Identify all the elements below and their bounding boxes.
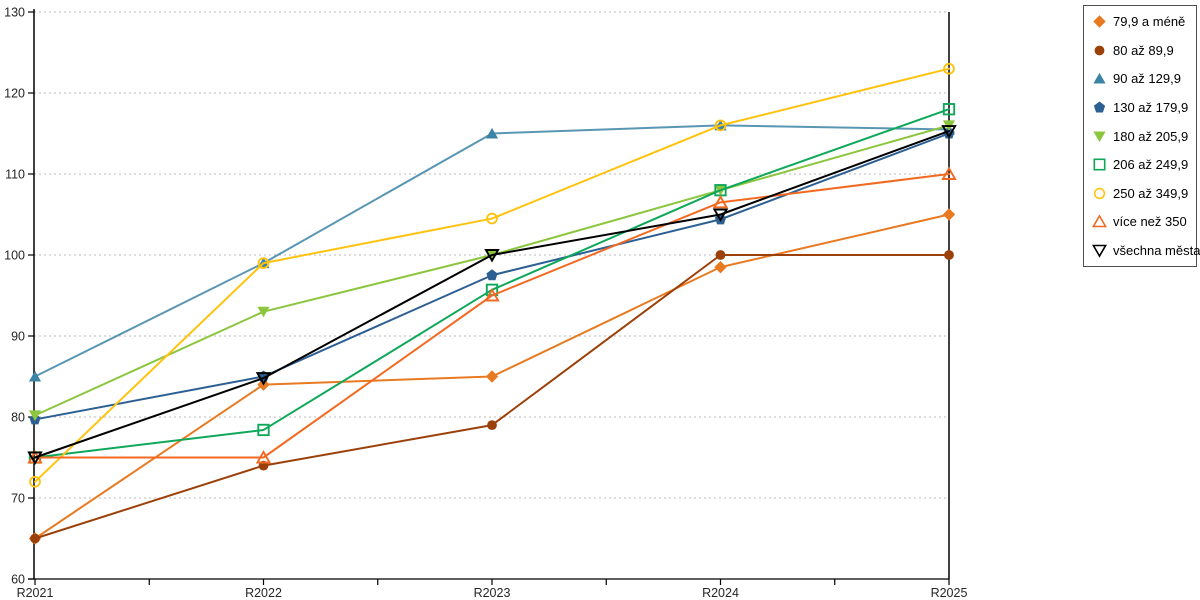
series bbox=[27, 166, 957, 464]
y-tick-label: 120 bbox=[4, 87, 25, 101]
x-tick-label: R2021 bbox=[17, 586, 54, 600]
legend-item: 206 až 249,9 bbox=[1092, 157, 1194, 172]
triangle-up-marker-icon bbox=[255, 449, 272, 464]
x-tick-label: R2025 bbox=[931, 586, 968, 600]
legend-item-label: 80 až 89,9 bbox=[1113, 42, 1174, 58]
circle-marker-icon bbox=[486, 212, 498, 225]
triangle-up-marker-icon bbox=[28, 370, 42, 382]
legend-item-label: 130 až 179,9 bbox=[1113, 99, 1189, 115]
x-tick-label: R2023 bbox=[474, 586, 511, 600]
legend-item: všechna města bbox=[1092, 243, 1200, 258]
triangle-down-marker-icon bbox=[712, 208, 729, 223]
legend-pentagon-icon bbox=[1093, 101, 1106, 113]
triangle-up-marker-icon bbox=[1092, 214, 1107, 228]
legend-item: 79,9 a méně bbox=[1092, 14, 1194, 29]
y-tick-label: 90 bbox=[11, 330, 25, 344]
triangle-down-marker-icon bbox=[484, 249, 500, 263]
circle-marker-icon bbox=[715, 250, 726, 260]
legend-triangle-down-icon bbox=[1093, 131, 1106, 142]
series-line bbox=[34, 108, 950, 459]
circle-marker-icon bbox=[943, 62, 955, 75]
legend-circle-icon bbox=[1093, 187, 1106, 199]
legend-item: 80 až 89,9 bbox=[1092, 43, 1194, 58]
square-marker-icon bbox=[257, 423, 270, 437]
square-marker-icon bbox=[1093, 158, 1106, 171]
triangle-up-marker-icon bbox=[484, 287, 500, 302]
triangle-down-marker-icon bbox=[257, 306, 270, 318]
legend-item: 180 až 205,9 bbox=[1092, 129, 1194, 144]
legend-item: 250 až 349,9 bbox=[1092, 186, 1194, 201]
series-line bbox=[34, 173, 950, 459]
legend-triangle-up-icon bbox=[1092, 214, 1107, 228]
triangle-down-marker-icon bbox=[255, 372, 272, 386]
circle-marker-icon bbox=[487, 420, 497, 430]
y-tick-label: 80 bbox=[11, 411, 25, 425]
circle-marker-icon bbox=[714, 119, 727, 132]
y-tick-label: 130 bbox=[4, 6, 25, 20]
diamond-marker-icon bbox=[942, 208, 956, 221]
series bbox=[29, 62, 955, 488]
square-marker-icon bbox=[942, 103, 956, 116]
circle-marker-icon bbox=[30, 533, 40, 544]
series-line bbox=[34, 130, 950, 459]
triangle-down-marker-icon bbox=[1093, 131, 1106, 142]
legend-square-icon bbox=[1093, 158, 1106, 171]
triangle-down-marker-icon bbox=[1092, 244, 1107, 258]
x-tick-label: R2022 bbox=[245, 586, 282, 600]
triangle-up-marker-icon bbox=[941, 166, 957, 180]
legend-item-label: 180 až 205,9 bbox=[1113, 128, 1189, 144]
diamond-marker-icon bbox=[714, 260, 727, 274]
legend-item-label: všechna města bbox=[1113, 243, 1200, 258]
y-tick-label: 60 bbox=[11, 573, 25, 587]
legend-item-label: více než 350 bbox=[1113, 214, 1187, 230]
circle-marker-icon bbox=[1093, 187, 1106, 199]
legend-item: více než 350 bbox=[1092, 214, 1194, 229]
legend-triangle-down-icon bbox=[1092, 244, 1107, 258]
series-line bbox=[34, 67, 950, 483]
legend-diamond-icon bbox=[1093, 15, 1106, 28]
line-chart: 60 70 80 90 100 110 120 130 R2021 R2022 R2023 R2024… bbox=[4, 6, 968, 600]
triangle-down-marker-icon bbox=[27, 451, 43, 466]
diamond-marker-icon bbox=[485, 370, 499, 383]
diamond-marker-icon bbox=[1093, 15, 1106, 28]
circle-marker-icon bbox=[29, 475, 41, 488]
x-tick-label: R2024 bbox=[702, 586, 739, 600]
circle-marker-icon bbox=[1094, 45, 1105, 56]
triangle-up-marker-icon bbox=[485, 127, 499, 139]
legend-item-label: 206 až 249,9 bbox=[1113, 157, 1189, 173]
series-line bbox=[34, 254, 950, 540]
legend-item-label: 250 až 349,9 bbox=[1113, 185, 1189, 201]
legend-item-label: 90 až 129,9 bbox=[1113, 71, 1181, 87]
legend-triangle-up-icon bbox=[1093, 73, 1106, 84]
pentagon-marker-icon bbox=[1093, 101, 1106, 113]
circle-marker-icon bbox=[257, 257, 270, 269]
triangle-up-marker-icon bbox=[712, 194, 729, 209]
legend-item: 130 až 179,9 bbox=[1092, 100, 1194, 115]
series bbox=[27, 125, 957, 466]
legend-circle-icon bbox=[1094, 45, 1105, 56]
legend-item: 90 až 129,9 bbox=[1092, 71, 1194, 86]
series bbox=[28, 103, 956, 464]
pentagon-marker-icon bbox=[486, 269, 498, 281]
legend-item-label: 79,9 a méně bbox=[1113, 14, 1186, 29]
line-chart-svg: 60 70 80 90 100 110 120 130 R2021 R2022 R2023 R2024… bbox=[4, 6, 968, 600]
triangle-down-marker-icon bbox=[28, 410, 42, 421]
y-tick-label: 70 bbox=[11, 492, 25, 506]
y-tick-label: 110 bbox=[5, 168, 25, 182]
y-tick-label: 100 bbox=[4, 249, 25, 263]
triangle-down-marker-icon bbox=[941, 125, 957, 139]
circle-marker-icon bbox=[944, 250, 954, 260]
legend: 79,9 a méně 80 až 89,9 90 až 129,9 130 až 1… bbox=[1083, 5, 1200, 267]
triangle-up-marker-icon bbox=[1093, 73, 1106, 84]
